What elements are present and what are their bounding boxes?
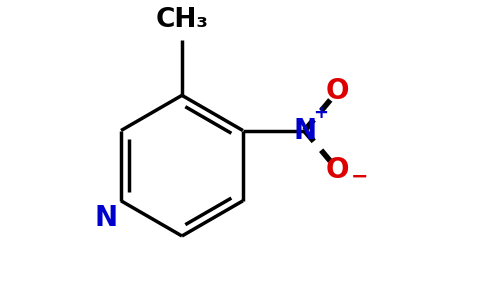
Text: +: + [314, 104, 329, 122]
Text: CH₃: CH₃ [155, 7, 209, 33]
Text: N: N [94, 204, 118, 232]
Text: N: N [293, 116, 316, 145]
Text: O: O [326, 77, 349, 105]
Text: O: O [326, 156, 349, 184]
Text: −: − [351, 167, 369, 187]
